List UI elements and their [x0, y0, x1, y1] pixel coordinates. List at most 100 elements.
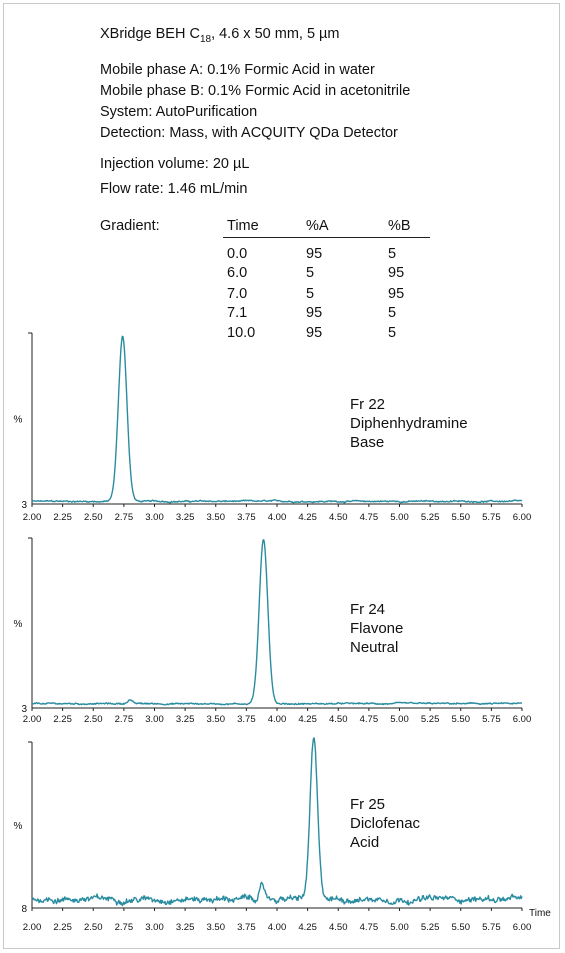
- x-tick-label: 3.50: [207, 512, 226, 523]
- gradient-header-time: Time: [227, 218, 259, 234]
- gradient-cell: 5: [388, 305, 397, 321]
- x-tick-label: 3.50: [207, 714, 226, 725]
- x-tick-label: 6.00: [513, 512, 532, 523]
- x-tick-label: 3.25: [176, 512, 195, 523]
- y-baseline-label: 8: [21, 904, 27, 915]
- gradient-header-a: %A: [306, 218, 329, 234]
- x-tick-label: 4.00: [268, 512, 287, 523]
- x-tick-label: 2.00: [23, 714, 42, 725]
- x-tick-label: 6.00: [513, 922, 532, 933]
- x-tick-label: 4.75: [360, 922, 379, 933]
- mobile-phase-b: Mobile phase B: 0.1% Formic Acid in acet…: [100, 83, 411, 99]
- peak-annotation: Fr 22: [350, 396, 385, 413]
- gradient-cell: 95: [306, 246, 323, 262]
- x-tick-label: 4.00: [268, 922, 287, 933]
- gradient-cell: 0.0: [227, 246, 248, 262]
- x-tick-label: 2.75: [115, 922, 134, 933]
- figure-frame: [3, 3, 560, 949]
- x-tick-label: 3.75: [237, 922, 256, 933]
- x-tick-label: 5.75: [482, 714, 501, 725]
- y-axis-label: %: [14, 821, 23, 832]
- gradient-cell: 5: [306, 265, 315, 281]
- x-tick-label: 2.50: [84, 714, 103, 725]
- x-tick-label: 3.25: [176, 922, 195, 933]
- gradient-cell: 95: [306, 305, 323, 321]
- chromatogram-trace: [31, 737, 523, 907]
- gradient-cell: 7.0: [227, 286, 248, 302]
- peak-annotation: Diclofenac: [350, 815, 421, 832]
- column-info: XBridge BEH C18, 4.6 x 50 mm, 5 µm: [100, 26, 339, 45]
- gradient-label: Gradient:: [100, 218, 160, 234]
- x-tick-label: 5.75: [482, 922, 501, 933]
- x-tick-label: 5.75: [482, 512, 501, 523]
- x-tick-label: 4.50: [329, 922, 348, 933]
- flow-rate: Flow rate: 1.46 mL/min: [100, 181, 248, 197]
- x-axis-label: Time: [529, 908, 551, 919]
- x-tick-label: 5.00: [390, 714, 409, 725]
- injection-volume: Injection volume: 20 µL: [100, 156, 250, 172]
- x-tick-label: 2.00: [23, 512, 42, 523]
- peak-annotation: Fr 24: [350, 601, 385, 618]
- x-tick-label: 2.50: [84, 512, 103, 523]
- peak-annotation: Acid: [350, 834, 379, 851]
- x-tick-label: 2.75: [115, 512, 134, 523]
- gradient-header-b: %B: [388, 218, 411, 234]
- x-tick-label: 5.00: [390, 922, 409, 933]
- x-tick-label: 5.50: [452, 922, 471, 933]
- x-tick-label: 5.25: [421, 512, 440, 523]
- gradient-cell: 10.0: [227, 325, 256, 341]
- y-axis-label: %: [14, 619, 23, 630]
- mobile-phase-a: Mobile phase A: 0.1% Formic Acid in wate…: [100, 62, 375, 78]
- gradient-cell: 5: [306, 286, 315, 302]
- y-baseline-label: 3: [21, 500, 27, 511]
- gradient-cell: 5: [388, 325, 397, 341]
- x-tick-label: 4.75: [360, 512, 379, 523]
- peak-annotation: Neutral: [350, 639, 398, 656]
- x-tick-label: 6.00: [513, 714, 532, 725]
- x-tick-label: 2.25: [53, 714, 72, 725]
- x-tick-label: 5.25: [421, 714, 440, 725]
- peak-annotation: Base: [350, 434, 384, 451]
- x-tick-label: 2.25: [53, 512, 72, 523]
- y-axis-label: %: [14, 415, 23, 426]
- peak-annotation: Fr 25: [350, 796, 385, 813]
- x-tick-label: 3.00: [145, 922, 164, 933]
- x-tick-label: 5.50: [452, 714, 471, 725]
- x-tick-label: 3.00: [145, 512, 164, 523]
- x-tick-label: 5.25: [421, 922, 440, 933]
- gradient-cell: 6.0: [227, 265, 248, 281]
- detection-info: Detection: Mass, with ACQUITY QDa Detect…: [100, 125, 398, 141]
- column-dimensions: , 4.6 x 50 mm, 5 µm: [211, 26, 340, 42]
- x-tick-label: 2.00: [23, 922, 42, 933]
- peak-annotation: Diphenhydramine: [350, 415, 468, 432]
- x-tick-label: 4.25: [298, 922, 317, 933]
- gradient-cell: 5: [388, 246, 397, 262]
- gradient-cell: 95: [388, 286, 405, 302]
- column-name: XBridge BEH C: [100, 26, 200, 42]
- x-tick-label: 3.25: [176, 714, 195, 725]
- peak-annotation: Flavone: [350, 620, 403, 637]
- x-tick-label: 4.25: [298, 512, 317, 523]
- x-tick-label: 3.50: [207, 922, 226, 933]
- x-tick-label: 4.50: [329, 714, 348, 725]
- gradient-header-rule: [223, 237, 430, 238]
- x-tick-label: 4.50: [329, 512, 348, 523]
- x-tick-label: 2.50: [84, 922, 103, 933]
- gradient-cell: 95: [388, 265, 405, 281]
- x-tick-label: 3.75: [237, 714, 256, 725]
- x-tick-label: 5.50: [452, 512, 471, 523]
- x-tick-label: 5.00: [390, 512, 409, 523]
- chromatogram-trace: [31, 335, 523, 504]
- chromatogram-trace: [31, 539, 523, 706]
- x-tick-label: 2.25: [53, 922, 72, 933]
- gradient-cell: 7.1: [227, 305, 248, 321]
- y-baseline-label: 3: [21, 704, 27, 715]
- x-tick-label: 2.75: [115, 714, 134, 725]
- column-subscript: 18: [199, 33, 212, 45]
- x-tick-label: 4.00: [268, 714, 287, 725]
- x-tick-label: 3.75: [237, 512, 256, 523]
- x-tick-label: 3.00: [145, 714, 164, 725]
- system-info: System: AutoPurification: [100, 104, 258, 120]
- x-tick-label: 4.25: [298, 714, 317, 725]
